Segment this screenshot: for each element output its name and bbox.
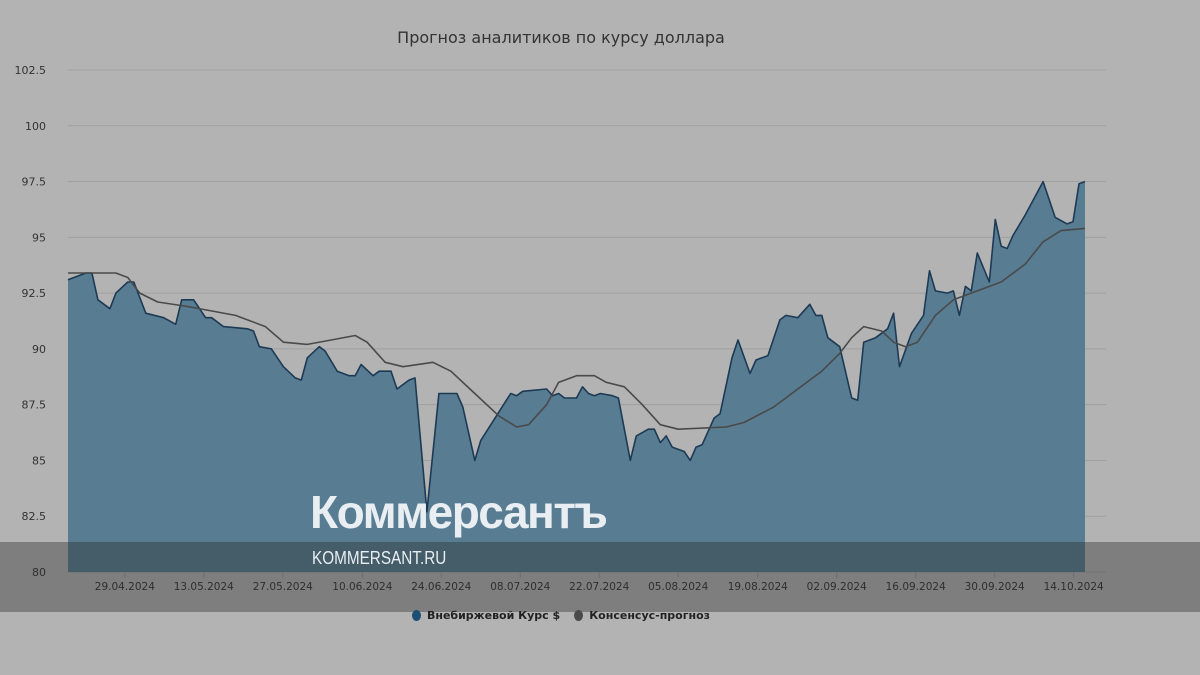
x-tick-label: 05.08.2024 xyxy=(648,581,708,593)
y-tick-label: 100 xyxy=(25,120,46,133)
x-tick-label: 19.08.2024 xyxy=(728,581,788,593)
rate-line xyxy=(67,180,1086,513)
y-tick-label: 92.5 xyxy=(22,287,47,300)
watermark-url: KOMMERSANT.RU xyxy=(312,548,447,568)
x-tick-label: 13.05.2024 xyxy=(174,581,234,593)
x-tick-label: 14.10.2024 xyxy=(1044,581,1104,593)
y-tick-label: 90 xyxy=(32,343,46,356)
chart-title: Прогноз аналитиков по курсу доллара xyxy=(397,28,725,47)
rate-area xyxy=(68,181,1085,572)
legend-dot-icon xyxy=(411,610,421,621)
y-tick-label: 82.5 xyxy=(22,510,47,523)
y-tick-label: 95 xyxy=(32,231,46,244)
legend-dot-icon xyxy=(574,610,584,621)
x-tick-label: 16.09.2024 xyxy=(886,581,946,593)
consensus-line xyxy=(68,227,1086,430)
watermark-logo: Коммерсантъ xyxy=(310,486,608,538)
legend-label: Консенсус-прогноз xyxy=(589,609,711,622)
x-tick-label: 24.06.2024 xyxy=(411,581,471,593)
y-tick-label: 80 xyxy=(32,566,46,579)
x-tick-label: 10.06.2024 xyxy=(332,581,392,593)
y-tick-label: 87.5 xyxy=(22,399,47,412)
x-tick-label: 02.09.2024 xyxy=(807,581,867,593)
legend-label: Внебиржевой Курс $ xyxy=(426,609,561,622)
x-tick-label: 27.05.2024 xyxy=(253,581,313,593)
y-tick-label: 85 xyxy=(32,454,46,467)
legend: Внебиржевой Курс $ Консенсус-прогноз xyxy=(0,609,1122,622)
y-tick-label: 97.5 xyxy=(22,176,47,189)
watermark-band xyxy=(0,542,1200,612)
x-tick-label: 22.07.2024 xyxy=(569,581,629,593)
x-tick-label: 30.09.2024 xyxy=(965,581,1025,593)
legend-item-rate[interactable]: Внебиржевой Курс $ xyxy=(411,609,561,622)
y-tick-label: 102.5 xyxy=(15,64,47,77)
x-tick-label: 08.07.2024 xyxy=(490,581,550,593)
legend-item-consensus[interactable]: Консенсус-прогноз xyxy=(574,609,710,622)
x-tick-label: 29.04.2024 xyxy=(95,581,155,593)
